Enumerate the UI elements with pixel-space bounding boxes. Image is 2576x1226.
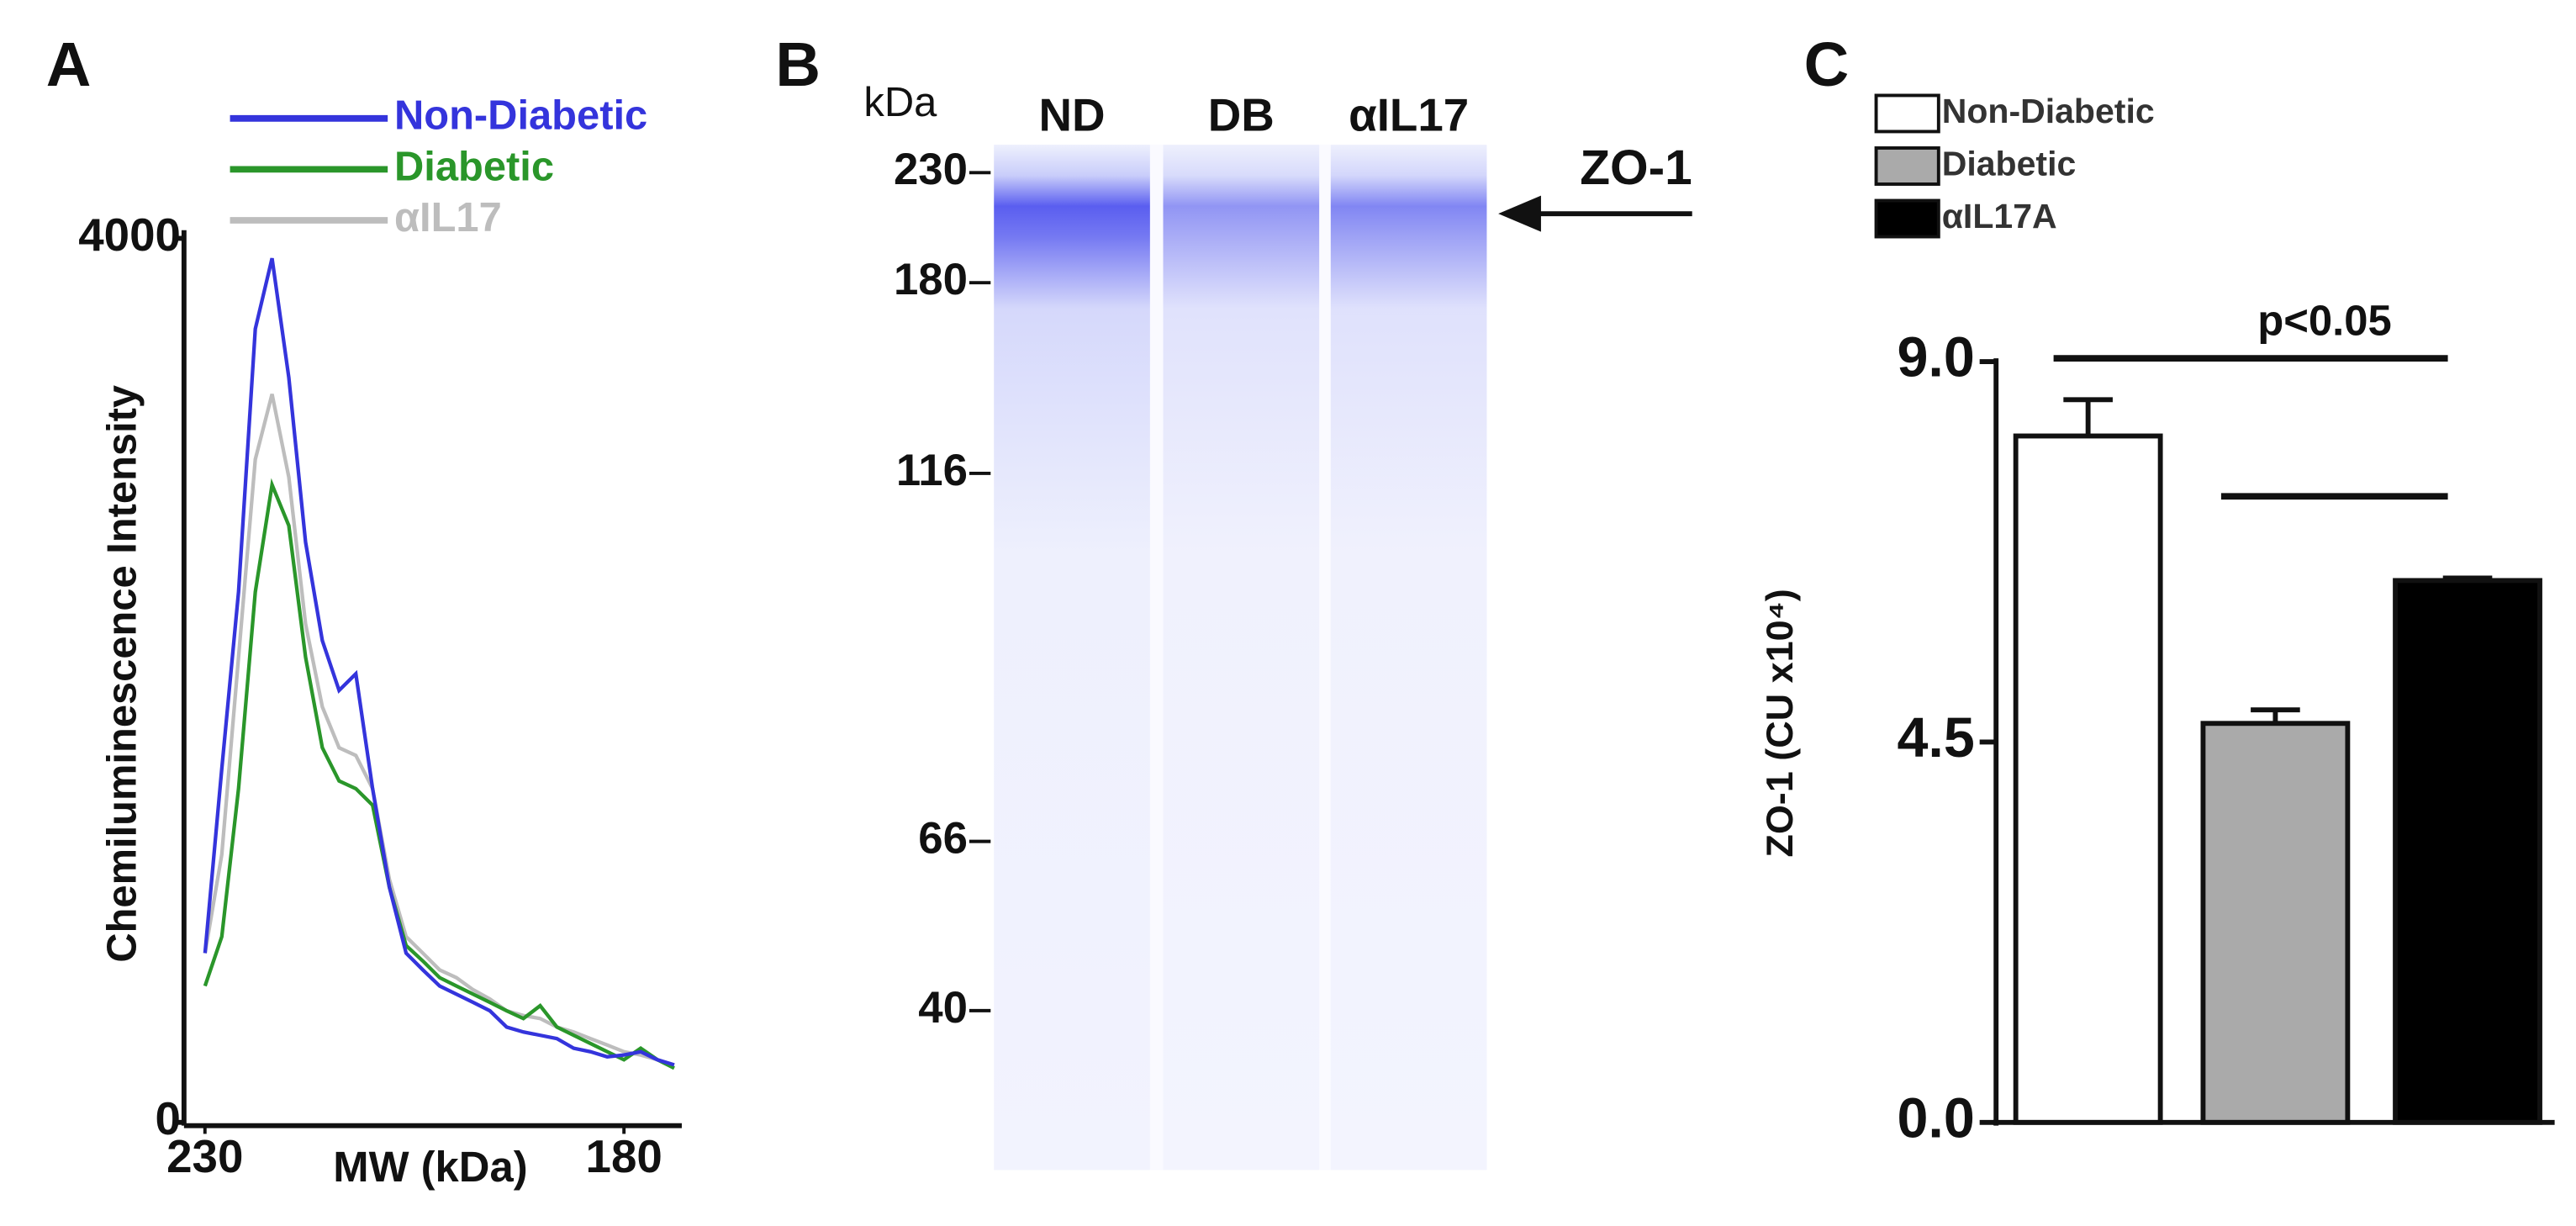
gel-lane xyxy=(1330,145,1487,1171)
gel-lane xyxy=(1163,145,1320,1171)
lane-label: ND xyxy=(1039,88,1106,140)
marker-label: 116 xyxy=(896,446,968,495)
panel-b: B kDa ZO-1 ND DB αIL17 230 180 116 66 40 xyxy=(775,29,1692,1171)
marker-label: 180 xyxy=(894,255,968,304)
gel-lane xyxy=(994,145,1150,1171)
panel-c: C ZO-1 (CU x10⁴) p<0.05 0.0 4.5 9.0 Non-Dia… xyxy=(1758,29,2555,1149)
y-tick-label: 4000 xyxy=(78,209,181,261)
y-tick-label: 4.5 xyxy=(1897,707,1974,769)
bar xyxy=(2200,721,2351,1125)
band-annotation: ZO-1 xyxy=(1580,140,1692,195)
lane-label: DB xyxy=(1208,88,1275,140)
lane-label: αIL17 xyxy=(1349,88,1469,140)
significance-label: p<0.05 xyxy=(2257,297,2392,345)
arrow-head xyxy=(1498,195,1541,232)
y-tick-label: 9.0 xyxy=(1897,327,1974,389)
marker-label: 230 xyxy=(894,145,968,194)
bar xyxy=(2013,433,2163,1125)
legend-swatch xyxy=(1874,146,1940,186)
panel-label: A xyxy=(46,29,92,99)
x-axis-title: MW (kDa) xyxy=(333,1143,527,1191)
panel-label: B xyxy=(775,29,821,99)
panel-label: C xyxy=(1804,29,1850,99)
series-line xyxy=(203,478,675,1070)
y-tick-label: 0.0 xyxy=(1897,1087,1974,1149)
x-tick-label: 230 xyxy=(166,1130,243,1182)
legend-label: Diabetic xyxy=(1942,144,2077,182)
y-axis-title: Chemiluminescence Intensity xyxy=(99,385,145,963)
legend-label: αIL17 xyxy=(394,195,502,240)
series-line xyxy=(203,257,675,1067)
bar xyxy=(2393,578,2542,1125)
marker-label: 66 xyxy=(918,814,968,864)
marker-label: 40 xyxy=(918,983,968,1033)
unit-label: kDa xyxy=(863,80,937,125)
y-tick-label: 0 xyxy=(156,1092,181,1144)
panel-a: A MW (kDa) Chemiluminescence Intensity 0… xyxy=(46,29,682,1191)
legend-label: αIL17A xyxy=(1942,197,2057,235)
x-tick-label: 180 xyxy=(586,1130,662,1182)
legend-label: Diabetic xyxy=(394,144,554,189)
series-line xyxy=(203,394,675,1067)
legend-swatch xyxy=(1874,93,1940,134)
y-axis-title: ZO-1 (CU x10⁴) xyxy=(1758,589,1801,857)
legend-swatch xyxy=(1874,198,1940,239)
legend-label: Non-Diabetic xyxy=(1942,92,2155,130)
legend-label: Non-Diabetic xyxy=(394,93,647,139)
